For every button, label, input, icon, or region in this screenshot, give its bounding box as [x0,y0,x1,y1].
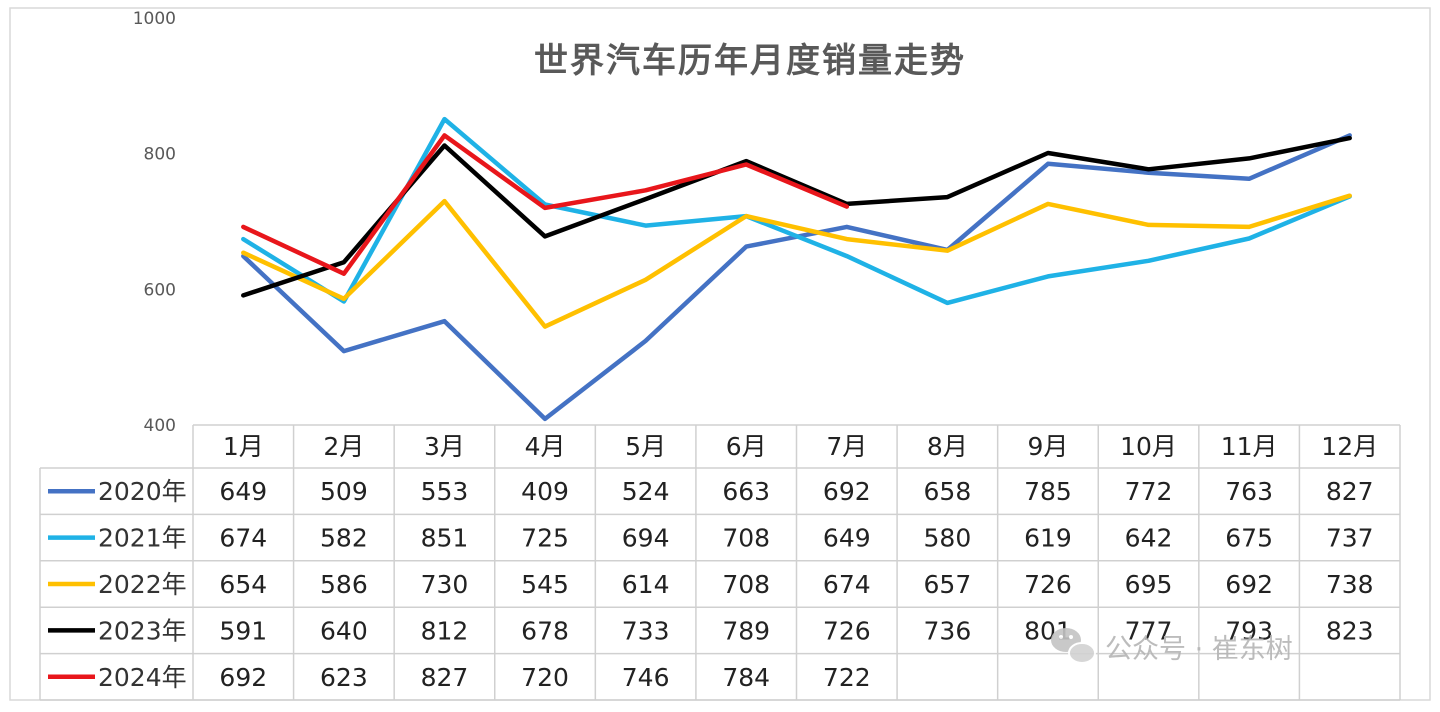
legend-label: 2020年 [98,477,187,506]
x-tick-label: 4月 [525,432,566,461]
x-tick-label: 10月 [1120,432,1177,461]
data-label: 663 [722,477,770,506]
data-label: 642 [1125,524,1173,553]
x-tick-label: 8月 [927,432,968,461]
x-tick-label: 12月 [1321,432,1378,461]
data-label: 524 [622,477,670,506]
legend-label: 2022年 [98,570,187,599]
data-label: 851 [421,524,469,553]
data-label: 785 [1024,477,1072,506]
data-label: 586 [320,570,368,599]
x-tick-label: 1月 [223,432,264,461]
x-tick-label: 9月 [1028,432,1069,461]
data-label: 708 [722,570,770,599]
data-label: 582 [320,524,368,553]
data-label: 746 [622,663,670,692]
data-label: 736 [924,616,972,645]
data-label: 674 [823,570,871,599]
data-label: 720 [521,663,569,692]
data-label: 738 [1326,570,1374,599]
data-label: 812 [421,616,469,645]
y-tick-label: 600 [144,280,176,300]
data-label: 695 [1125,570,1173,599]
data-label: 409 [521,477,569,506]
data-label: 827 [1326,477,1374,506]
legend-label: 2021年 [98,524,187,553]
y-tick-label: 400 [144,416,176,436]
series-lines [241,116,1352,422]
data-label: 784 [722,663,770,692]
series-line-2023年 [241,135,1352,298]
data-label: 580 [924,524,972,553]
data-label: 692 [1225,570,1273,599]
chart-title: 世界汽车历年月度销量走势 [534,41,966,81]
data-label: 827 [421,663,469,692]
data-label: 674 [219,524,267,553]
data-label: 733 [622,616,670,645]
x-tick-label: 11月 [1221,432,1278,461]
data-label: 722 [823,663,871,692]
y-tick-label: 800 [144,145,176,165]
watermark: 公众号 · 崔东树 [1051,628,1293,665]
data-label: 789 [722,616,770,645]
data-label: 678 [521,616,569,645]
series-line-2024年 [241,133,850,276]
data-table: 1月 2月 3月 4月 5月 6月 7月 8月 9月 10月 11月 12月 2020年 649 509 55… [39,424,1401,701]
x-tick-label: 5月 [625,432,666,461]
x-tick-label: 7月 [826,432,867,461]
data-label: 654 [219,570,267,599]
data-label: 793 [1225,616,1273,645]
data-label: 509 [320,477,368,506]
data-label: 649 [823,524,871,553]
x-tick-label: 3月 [424,432,465,461]
data-label: 725 [521,524,569,553]
data-label: 694 [622,524,670,553]
data-label: 737 [1326,524,1374,553]
x-tick-label: 6月 [726,432,767,461]
x-tick-label: 2月 [323,432,364,461]
data-label: 658 [924,477,972,506]
data-label: 614 [622,570,670,599]
watermark-text: 公众号 · 崔东树 [1105,634,1293,665]
data-label: 763 [1225,477,1273,506]
chart-border [9,7,1431,701]
data-label: 726 [1024,570,1072,599]
data-label: 545 [521,570,569,599]
data-label: 657 [924,570,972,599]
data-label: 726 [823,616,871,645]
data-label: 730 [421,570,469,599]
data-label: 692 [823,477,871,506]
data-label: 692 [219,663,267,692]
legend-label: 2024年 [98,663,187,692]
data-label: 675 [1225,524,1273,553]
data-label: 619 [1024,524,1072,553]
data-label: 777 [1125,616,1173,645]
legend-label: 2023年 [98,616,187,645]
data-label: 708 [722,524,770,553]
data-label: 772 [1125,477,1173,506]
data-label: 591 [219,616,267,645]
wechat-icon [1051,628,1096,664]
series-line-2021年 [241,116,1352,306]
y-axis: 1000 800 600 400 [133,9,176,436]
data-label: 623 [320,663,368,692]
data-label: 649 [219,477,267,506]
data-label: 640 [320,616,368,645]
data-label: 823 [1326,616,1374,645]
data-label: 553 [421,477,469,506]
series-line-2022年 [241,193,1352,329]
y-tick-label: 1000 [133,9,176,29]
